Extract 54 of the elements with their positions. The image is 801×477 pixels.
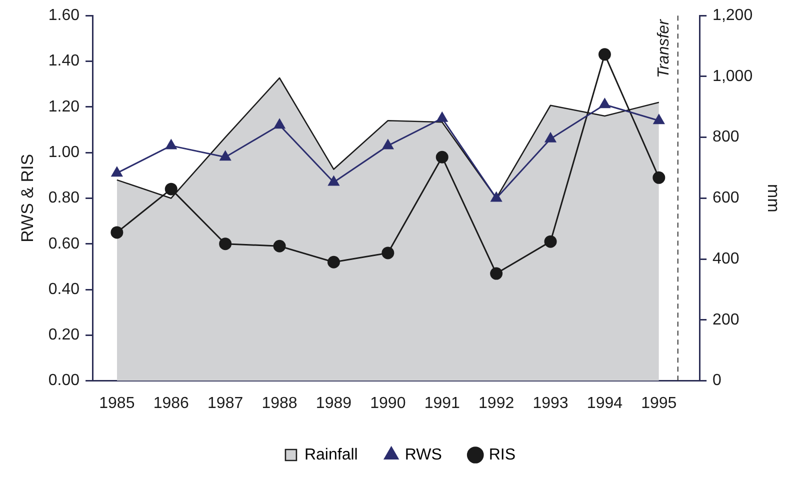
point [544, 235, 557, 248]
y-tick-label: 0.60 [48, 235, 80, 252]
x-tick-label: 1985 [99, 394, 135, 412]
point [327, 256, 340, 268]
point [166, 139, 177, 150]
y-tick-label: 0.00 [48, 372, 80, 390]
y-tick-label: 0.20 [48, 326, 80, 344]
point [382, 139, 394, 150]
y2-tick-label: 800 [712, 128, 740, 146]
x-tick-label: 1988 [262, 394, 298, 412]
point [436, 150, 448, 164]
point [328, 176, 340, 186]
point [111, 166, 122, 177]
x-tick-label: 1993 [532, 394, 568, 412]
x-tick-label: 1990 [370, 394, 406, 412]
point [599, 98, 610, 108]
point [490, 192, 502, 202]
x-tick-label: 1989 [316, 394, 352, 412]
legend-label: Rainfall [304, 446, 358, 464]
x-tick-label: 1991 [424, 394, 460, 412]
x-tick-label: 1986 [153, 394, 190, 412]
x-tick-label: 1994 [586, 394, 623, 412]
x-tick-label: 1987 [208, 394, 244, 412]
y-tick-label: 1.40 [48, 52, 80, 70]
y-tick-label: 0.40 [48, 280, 80, 298]
y2-tick-label: 400 [712, 250, 740, 268]
y2-tick-label: 1,200 [712, 7, 753, 24]
y2-tick-label: 1,000 [712, 68, 753, 85]
point [653, 114, 664, 124]
point [382, 246, 394, 260]
y-tick-label: 1.20 [48, 98, 80, 116]
y-tick-label: 1.60 [48, 7, 80, 24]
y-tick-label: 0.80 [48, 190, 80, 207]
point [220, 150, 231, 161]
point [164, 182, 178, 196]
point [652, 171, 666, 184]
y-axis-title: RWS & RIS [18, 154, 37, 242]
point [490, 267, 503, 280]
point [273, 240, 286, 252]
x-tick-label: 1992 [478, 394, 514, 412]
y2-tick-label: 200 [712, 311, 740, 328]
ref-line-label: Transfer [655, 18, 672, 78]
y2-axis-title: mm [764, 184, 784, 212]
x-tick-label: 1995 [641, 394, 677, 412]
y2-tick-label: 600 [712, 190, 740, 207]
point [110, 226, 124, 239]
legend-label: RWS [404, 446, 442, 464]
point [545, 132, 556, 142]
y-tick-label: 1.00 [48, 144, 80, 161]
y2-tick-label: 0 [712, 372, 722, 390]
legend-label: RIS [488, 446, 516, 464]
point [274, 118, 286, 129]
point [436, 112, 448, 122]
point [219, 238, 232, 250]
